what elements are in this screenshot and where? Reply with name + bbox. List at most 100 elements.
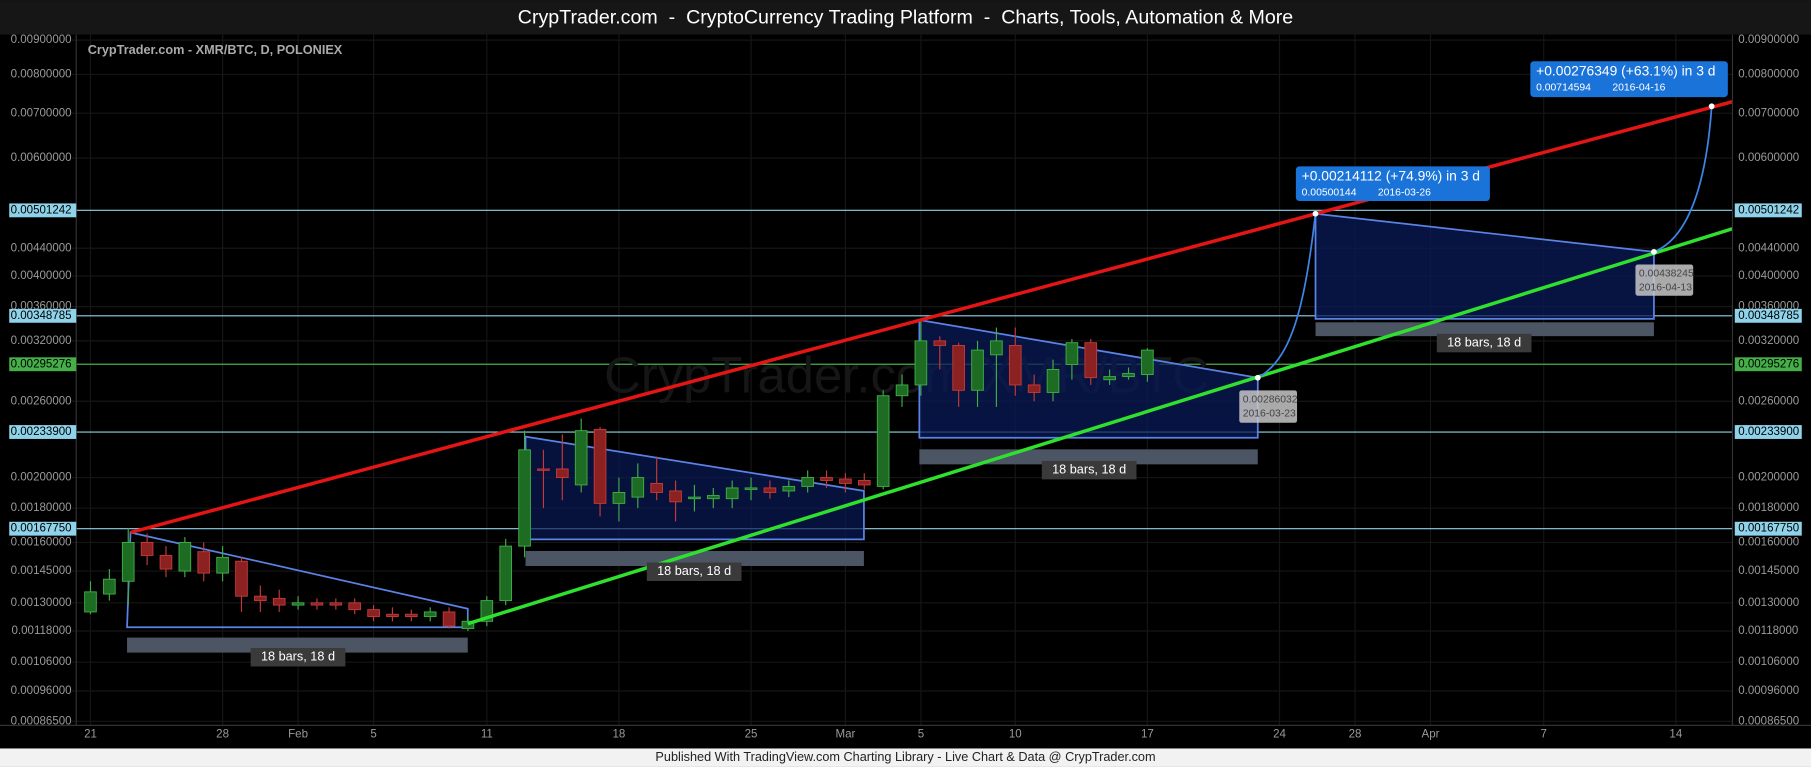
x-tick-label: Feb <box>288 729 308 741</box>
x-tick-label: 25 <box>745 729 758 741</box>
candle-body <box>1122 373 1135 378</box>
point-date: 2016-03-23 <box>1243 408 1296 419</box>
candle-body <box>423 611 437 618</box>
page-title: CrypTrader.com - CryptoCurrency Trading … <box>518 7 1294 29</box>
pattern-shape <box>1314 212 1655 320</box>
candle-body <box>574 430 588 486</box>
x-tick-label: 11 <box>481 729 493 741</box>
candle-body <box>291 602 305 606</box>
price-label-box <box>9 357 77 372</box>
candle-body <box>593 428 607 504</box>
y-tick-label: 0.00260000 <box>11 395 72 407</box>
y2-tick-label: 0.00400000 <box>1738 270 1799 282</box>
y-tick-label: 0.00360000 <box>11 301 72 313</box>
support-trendline <box>467 227 1733 626</box>
y-tick-label: 0.00200000 <box>11 472 72 484</box>
candle-body <box>933 340 947 346</box>
candle-body <box>706 495 720 500</box>
candle-body <box>669 490 682 503</box>
price-label-box <box>1734 308 1802 323</box>
price-label-box <box>9 203 77 218</box>
candle-body <box>216 556 229 574</box>
x-tick-label: 21 <box>84 729 97 741</box>
x-tick-label: 17 <box>1141 729 1154 741</box>
label-box <box>250 647 346 667</box>
y-tick-label: 0.00145000 <box>11 565 72 577</box>
price-label: 0.00233900 <box>11 426 72 438</box>
pattern-label: 18 bars, 18 d <box>261 650 335 664</box>
price-label-box <box>9 425 77 439</box>
projection-point <box>1254 374 1261 381</box>
projection-curve <box>1257 213 1317 379</box>
y-tick-label: 0.00106000 <box>11 656 72 668</box>
point-box <box>1239 390 1298 423</box>
candle-body <box>367 609 380 618</box>
y-tick-label: 0.00096000 <box>11 685 72 697</box>
candle-body <box>140 541 154 556</box>
y2-tick-label: 0.00096000 <box>1738 685 1799 697</box>
candle-body <box>763 487 777 493</box>
y2-tick-label: 0.00360000 <box>1738 301 1799 313</box>
price-label: 0.00295276 <box>11 358 72 370</box>
candle-body <box>480 600 494 622</box>
y2-tick-label: 0.00200000 <box>1738 472 1799 484</box>
x-tick-label: 14 <box>1669 729 1682 741</box>
price-label: 0.00167750 <box>1738 523 1799 535</box>
candle-body <box>631 477 645 498</box>
projection-point <box>1651 248 1657 255</box>
price-label: 0.00233900 <box>1738 426 1799 438</box>
callout-date: 2016-03-26 <box>1378 188 1431 199</box>
y2-tick-label: 0.00086500 <box>1738 715 1799 727</box>
candle-body <box>971 349 984 391</box>
point-date: 2016-04-13 <box>1639 282 1692 293</box>
label-box <box>1436 333 1532 353</box>
candle-body <box>990 340 1003 356</box>
candle-body <box>612 492 626 504</box>
point-box <box>1635 264 1694 296</box>
y-tick-label: 0.00180000 <box>11 502 72 514</box>
x-tick-label: Apr <box>1422 729 1440 741</box>
candle-body <box>857 480 871 486</box>
footer-bar <box>0 748 1811 767</box>
candle-body <box>103 578 116 595</box>
candle-body <box>159 554 173 570</box>
candle-body <box>197 551 211 574</box>
candle-body <box>121 541 135 582</box>
pattern-bar <box>919 449 1258 465</box>
candle-body <box>839 478 852 484</box>
candle-body <box>782 485 796 492</box>
candle-body <box>1008 344 1022 386</box>
y-tick-label: 0.00700000 <box>11 107 72 119</box>
point-price: 0.00286032 <box>1243 394 1298 405</box>
y-tick-label: 0.00086500 <box>11 715 72 727</box>
candle-body <box>688 496 701 500</box>
title-bar <box>0 0 1811 35</box>
y-tick-label: 0.00160000 <box>11 536 72 548</box>
y2-tick-label: 0.00260000 <box>1738 395 1799 407</box>
y2-tick-label: 0.00320000 <box>1738 335 1799 347</box>
y2-tick-label: 0.00440000 <box>1738 242 1799 254</box>
price-label: 0.00167750 <box>11 523 72 535</box>
candle-body <box>876 395 890 487</box>
x-tick-label: 5 <box>918 729 924 741</box>
pattern-label: 18 bars, 18 d <box>1052 462 1126 476</box>
y2-tick-label: 0.00160000 <box>1738 536 1799 548</box>
y-tick-label: 0.00440000 <box>11 242 72 254</box>
price-label: 0.00348785 <box>11 310 72 322</box>
projection-point <box>1708 103 1715 110</box>
candle-body <box>386 613 399 618</box>
candle-body <box>537 468 550 471</box>
callout-price: 0.00500144 <box>1302 188 1357 199</box>
y-tick-label: 0.00900000 <box>11 34 72 46</box>
candle-body <box>254 595 267 602</box>
y2-tick-label: 0.00900000 <box>1738 34 1799 46</box>
candle-body <box>1141 349 1154 376</box>
candle-body <box>1027 384 1041 393</box>
y-tick-label: 0.00800000 <box>11 68 72 80</box>
callout-change: +0.00214112 (+74.9%) in 3 d <box>1302 167 1480 183</box>
candle-body <box>84 591 97 613</box>
price-label-box <box>1734 425 1802 439</box>
candle-body <box>310 602 324 606</box>
